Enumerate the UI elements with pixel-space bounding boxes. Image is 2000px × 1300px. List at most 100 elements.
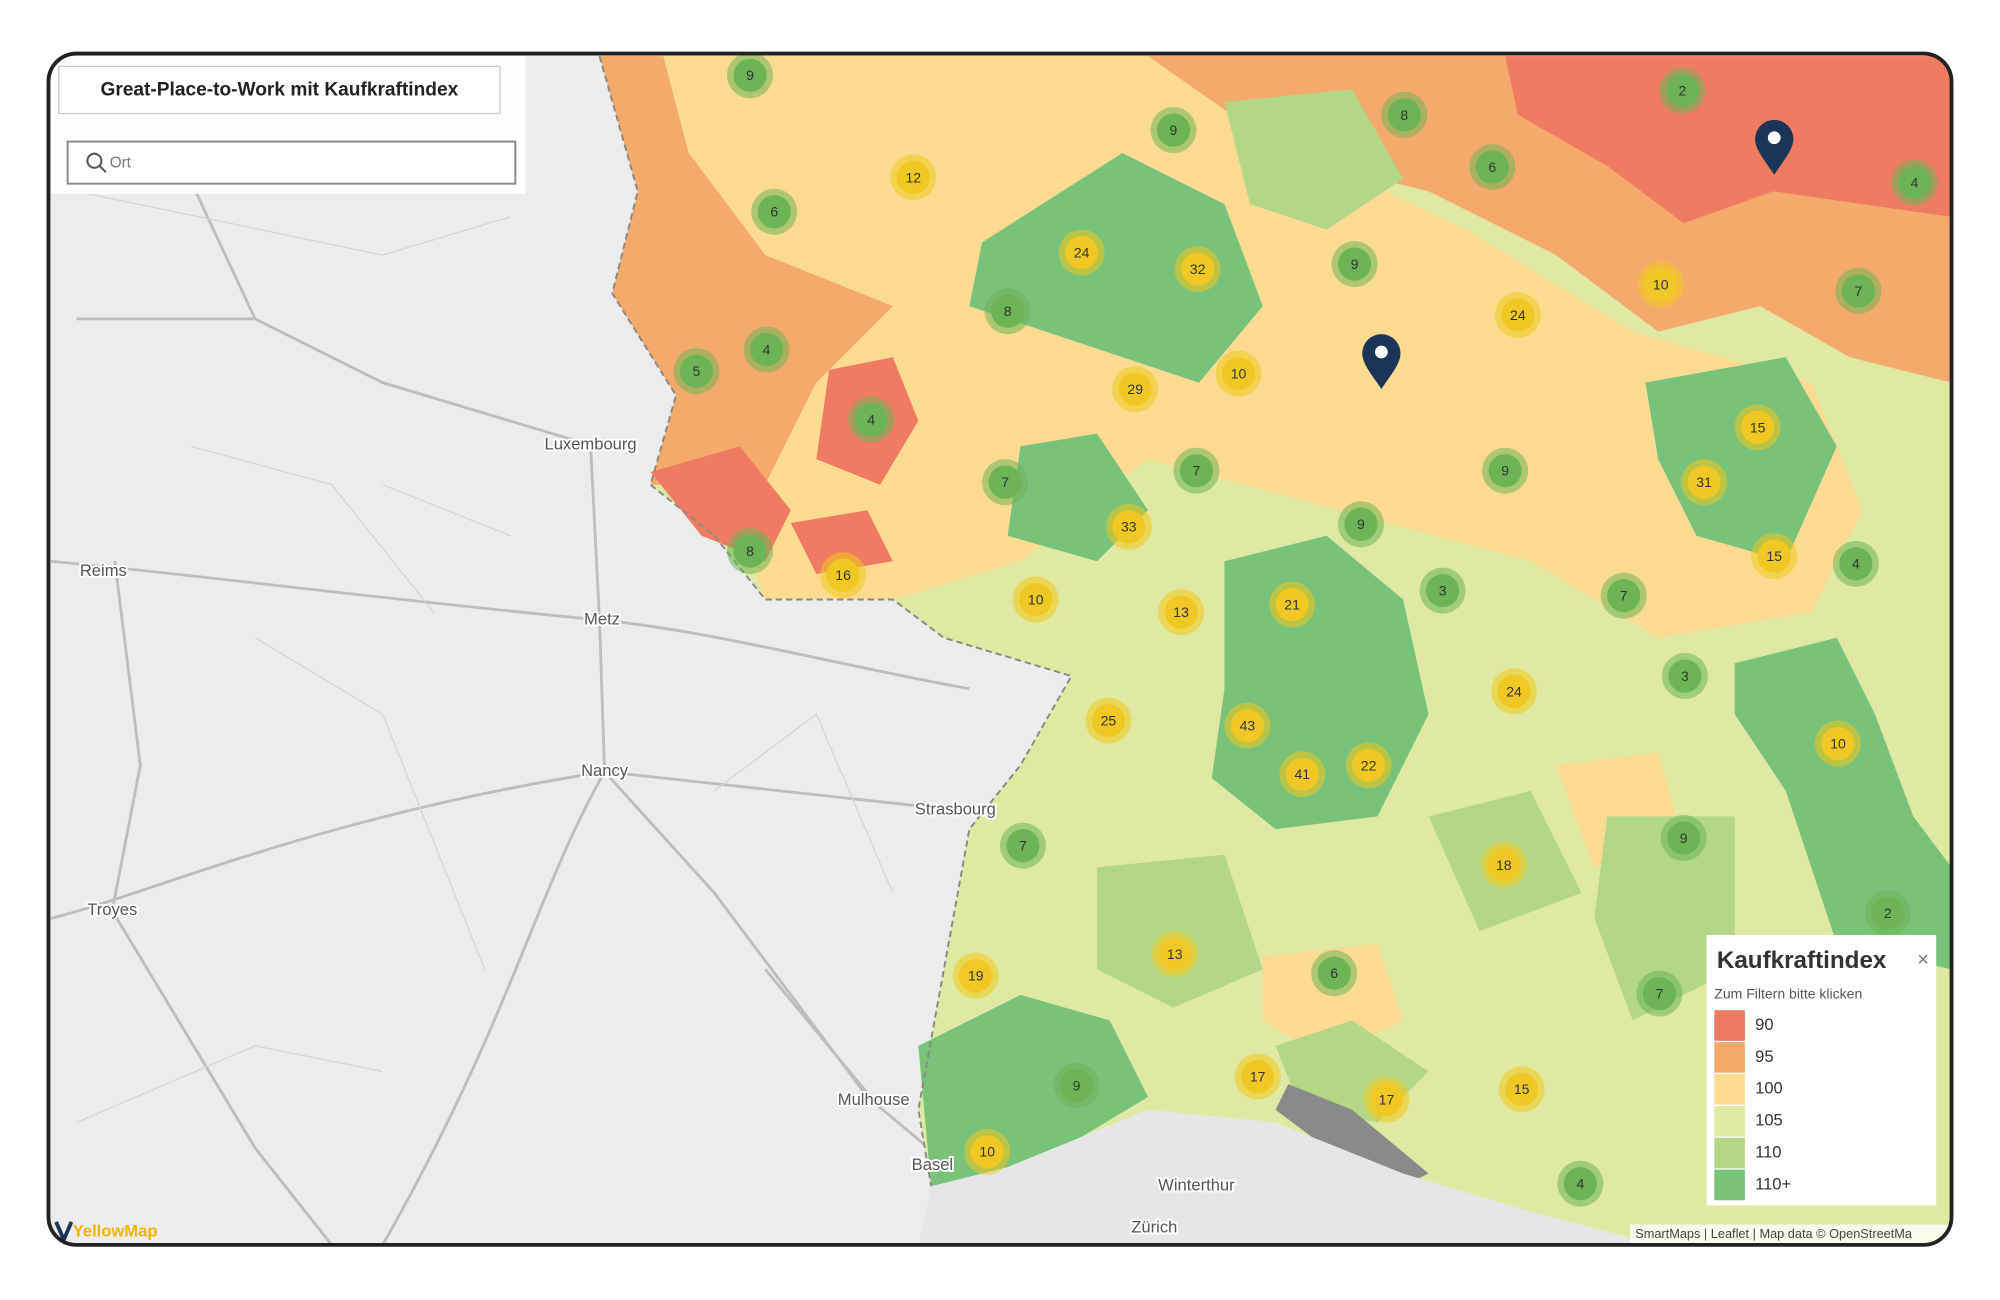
cluster-core: [1475, 150, 1509, 184]
cluster[interactable]: 43: [1224, 702, 1271, 749]
legend-swatch[interactable]: [1714, 1169, 1745, 1201]
cluster[interactable]: 6: [1469, 144, 1516, 191]
cluster[interactable]: 2: [1659, 67, 1706, 114]
cluster-core: [1118, 372, 1152, 406]
cluster-count: 22: [1361, 757, 1377, 773]
cluster[interactable]: 15: [1498, 1066, 1545, 1113]
cluster[interactable]: 21: [1269, 581, 1316, 628]
cluster[interactable]: 13: [1158, 589, 1205, 636]
cluster-core: [1487, 848, 1521, 882]
cluster[interactable]: 7: [1636, 970, 1683, 1017]
cluster-core: [750, 332, 784, 367]
search-input[interactable]: [66, 140, 517, 185]
cluster[interactable]: 5: [673, 348, 720, 395]
cluster[interactable]: 4: [1557, 1160, 1604, 1207]
cluster[interactable]: 7: [1000, 822, 1046, 869]
cluster-count: 25: [1101, 713, 1117, 729]
cluster[interactable]: 8: [984, 288, 1031, 335]
cluster-count: 4: [1576, 1176, 1584, 1192]
cluster[interactable]: 2: [1864, 890, 1911, 937]
cluster[interactable]: 9: [1338, 501, 1384, 548]
legend-label[interactable]: 110: [1755, 1142, 1781, 1161]
cluster-count: 17: [1379, 1091, 1395, 1107]
legend-label[interactable]: 90: [1755, 1015, 1773, 1034]
cluster-core: [1387, 98, 1421, 132]
cluster[interactable]: 31: [1681, 459, 1728, 506]
cluster[interactable]: 9: [1482, 447, 1529, 494]
legend-label[interactable]: 105: [1755, 1111, 1783, 1130]
cluster[interactable]: 22: [1345, 742, 1392, 789]
cluster[interactable]: 24: [1491, 668, 1537, 715]
cluster[interactable]: 17: [1234, 1053, 1281, 1100]
cluster-core: [1501, 298, 1535, 332]
cluster[interactable]: 17: [1363, 1076, 1410, 1123]
pin[interactable]: [1362, 334, 1401, 390]
legend-label[interactable]: 110+: [1755, 1174, 1791, 1193]
cluster-core: [1897, 165, 1932, 199]
cluster-count: 9: [1357, 516, 1365, 532]
cluster[interactable]: 3: [1419, 567, 1466, 614]
cluster-core: [1667, 821, 1701, 855]
cluster[interactable]: 7: [1173, 447, 1220, 494]
legend-close[interactable]: ×: [1917, 949, 1929, 971]
cluster[interactable]: 24: [1058, 229, 1105, 276]
place-label: Strasbourg: [915, 799, 996, 818]
cluster[interactable]: 19: [952, 952, 999, 999]
cluster[interactable]: 9: [727, 52, 773, 99]
cluster-count: 10: [1653, 276, 1669, 292]
cluster[interactable]: 8: [1381, 91, 1428, 138]
cluster[interactable]: 29: [1112, 366, 1159, 412]
cluster-count: 6: [1330, 965, 1338, 981]
cluster[interactable]: 32: [1174, 246, 1221, 293]
legend-label[interactable]: 100: [1755, 1079, 1783, 1098]
cluster-count: 9: [1170, 122, 1178, 138]
cluster[interactable]: 15: [1751, 533, 1798, 580]
cluster[interactable]: 33: [1105, 503, 1152, 550]
cluster[interactable]: 15: [1734, 404, 1781, 451]
cluster[interactable]: 16: [820, 552, 867, 599]
cluster[interactable]: 7: [982, 459, 1029, 506]
cluster[interactable]: 9: [1150, 107, 1197, 154]
cluster[interactable]: 18: [1480, 841, 1527, 888]
cluster[interactable]: 10: [1215, 350, 1262, 397]
cluster-count: 13: [1167, 946, 1183, 962]
cluster[interactable]: 10: [1637, 261, 1684, 308]
cluster[interactable]: 13: [1151, 931, 1198, 978]
cluster[interactable]: 3: [1661, 653, 1708, 699]
cluster[interactable]: 12: [890, 154, 937, 201]
legend-swatch[interactable]: [1714, 1137, 1745, 1169]
legend-label[interactable]: 95: [1755, 1047, 1773, 1066]
cluster[interactable]: 6: [751, 188, 798, 235]
cluster[interactable]: 7: [1600, 572, 1647, 619]
cluster-count: 3: [1439, 583, 1447, 599]
legend-swatch[interactable]: [1714, 1042, 1745, 1073]
place-label: Winterthur: [1158, 1176, 1235, 1195]
cluster[interactable]: 9: [1660, 815, 1707, 861]
cluster[interactable]: 10: [1815, 720, 1861, 767]
pin[interactable]: [1755, 119, 1794, 175]
cluster[interactable]: 4: [743, 326, 790, 373]
cluster-core: [1230, 709, 1265, 743]
legend-swatch[interactable]: [1714, 1073, 1745, 1105]
cluster[interactable]: 8: [727, 528, 773, 574]
place-label: Troyes: [87, 900, 137, 919]
cluster[interactable]: 41: [1279, 751, 1326, 798]
cluster[interactable]: 4: [1891, 159, 1938, 206]
cluster[interactable]: 7: [1835, 267, 1882, 314]
cluster[interactable]: 9: [1053, 1062, 1100, 1109]
cluster-core: [1158, 937, 1192, 971]
cluster-count: 21: [1284, 597, 1300, 613]
cluster[interactable]: 25: [1085, 697, 1132, 744]
cluster-core: [991, 294, 1025, 328]
legend-swatch[interactable]: [1714, 1105, 1745, 1137]
cluster[interactable]: 10: [964, 1128, 1011, 1175]
legend-swatch[interactable]: [1714, 1010, 1745, 1041]
cluster[interactable]: 6: [1311, 950, 1358, 997]
cluster-core: [1344, 507, 1378, 541]
cluster[interactable]: 10: [1012, 576, 1059, 623]
cluster[interactable]: 4: [1832, 540, 1879, 587]
search-icon: [86, 152, 103, 169]
cluster[interactable]: 4: [848, 396, 895, 443]
cluster[interactable]: 9: [1331, 241, 1378, 287]
cluster[interactable]: 24: [1494, 292, 1541, 339]
